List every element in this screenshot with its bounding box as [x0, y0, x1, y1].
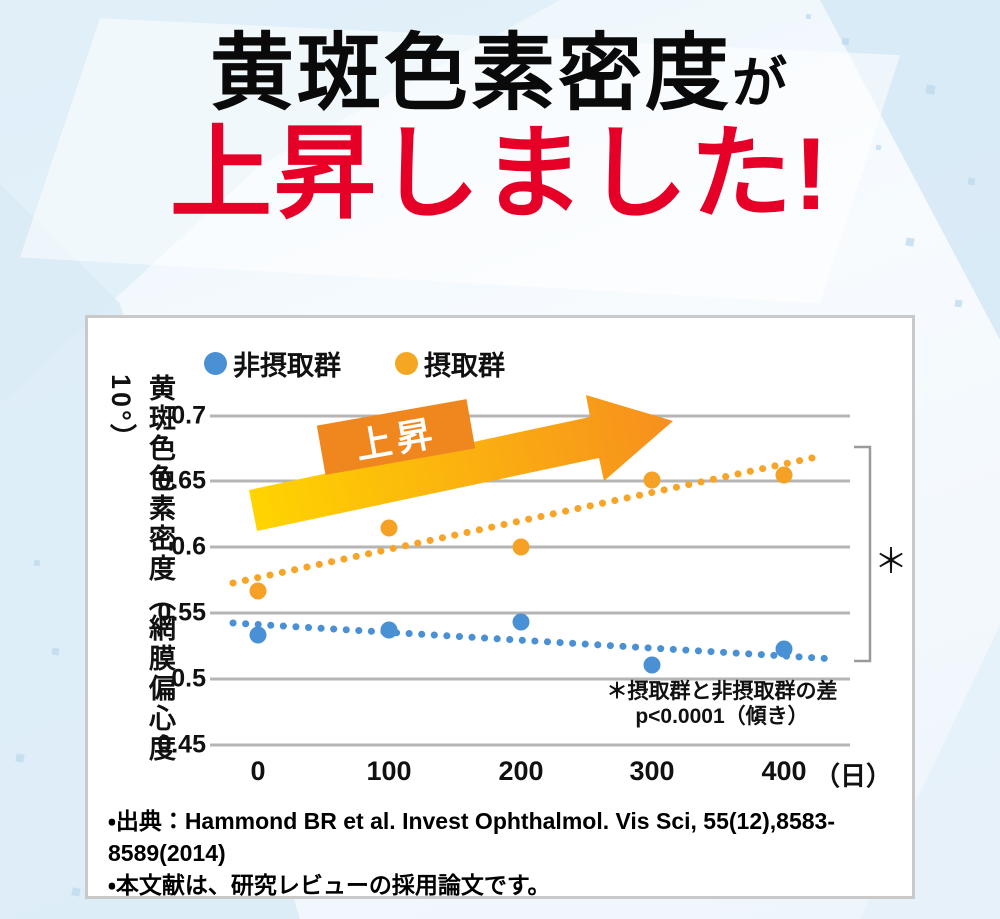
y-tick-0.45: 0.45 [157, 730, 206, 759]
trendline-intake-group [229, 452, 825, 587]
y-tick-0.55: 0.55 [157, 598, 206, 627]
background-dot [33, 559, 41, 567]
datapoint-non-intake-day200 [512, 613, 530, 631]
background-dot [51, 647, 60, 656]
background-dot [71, 887, 81, 897]
background-dot [805, 13, 812, 20]
x-axis-unit: （日） [814, 761, 893, 791]
significance-bracket [854, 445, 872, 663]
background-dot [905, 237, 915, 247]
x-tick-400: 400 [761, 756, 807, 786]
chart-canvas [210, 395, 872, 747]
datapoint-non-intake-day100 [380, 621, 398, 639]
legend-label-non-intake: 非摂取群 [233, 351, 341, 381]
y-tick-0.6: 0.6 [171, 532, 206, 561]
datapoint-intake-day100 [380, 519, 398, 537]
datapoint-intake-day200 [512, 538, 530, 556]
headline-line1: 黄斑色素密度が [0, 26, 1000, 120]
citation-review-line: ・本文献は、研究レビューの採用論文です。 [108, 872, 551, 899]
chart-panel: 非摂取群 摂取群 黄斑色色素密度（網膜偏心度10°） 0.7 0.65 0.6 … [85, 315, 915, 899]
significance-asterisk: ＊ [874, 543, 908, 581]
legend-label-intake: 摂取群 [424, 351, 505, 381]
legend-dot-blue-icon [204, 352, 227, 375]
y-tick-0.7: 0.7 [171, 401, 206, 430]
y-axis-title: 黄斑色色素密度（網膜偏心度10°） [106, 374, 175, 764]
significance-note-line2: p<0.0001（傾き） [635, 704, 809, 728]
background-dot [15, 753, 25, 763]
headline-particle: が [732, 52, 791, 114]
datapoint-intake-day400 [775, 466, 793, 484]
x-tick-0: 0 [250, 756, 266, 786]
headline-main-text: 黄斑色素密度 [209, 26, 732, 120]
citation-source-line: ・出典：Hammond BR et al. Invest Ophthalmol.… [108, 808, 835, 867]
trendline-non-intake-group [229, 619, 839, 663]
datapoint-non-intake-day0 [249, 626, 267, 644]
legend-item-non-intake: 非摂取群 [204, 344, 341, 383]
datapoint-non-intake-day400 [775, 640, 793, 658]
x-tick-300: 300 [629, 756, 675, 786]
significance-note-line1: ＊摂取群と非摂取群の差 [606, 680, 838, 703]
background-dot [954, 299, 963, 308]
citation-block: ・出典：Hammond BR et al. Invest Ophthalmol.… [108, 805, 912, 902]
x-tick-200: 200 [498, 756, 544, 786]
y-tick-0.5: 0.5 [171, 664, 206, 693]
headline-line2: 上昇しました! [170, 117, 830, 232]
y-tick-0.65: 0.65 [157, 466, 206, 495]
datapoint-intake-day300 [643, 471, 661, 489]
datapoint-intake-day0 [249, 582, 267, 600]
legend-dot-orange-icon [395, 352, 418, 375]
significance-note: ＊摂取群と非摂取群の差 p<0.0001（傾き） [566, 680, 878, 730]
datapoint-non-intake-day300 [643, 656, 661, 674]
legend-item-intake: 摂取群 [395, 344, 505, 383]
headline: 黄斑色素密度が 上昇しました! [0, 26, 1000, 228]
chart-legend: 非摂取群 摂取群 [204, 344, 505, 383]
rising-arrow [249, 395, 673, 531]
x-tick-100: 100 [366, 756, 412, 786]
